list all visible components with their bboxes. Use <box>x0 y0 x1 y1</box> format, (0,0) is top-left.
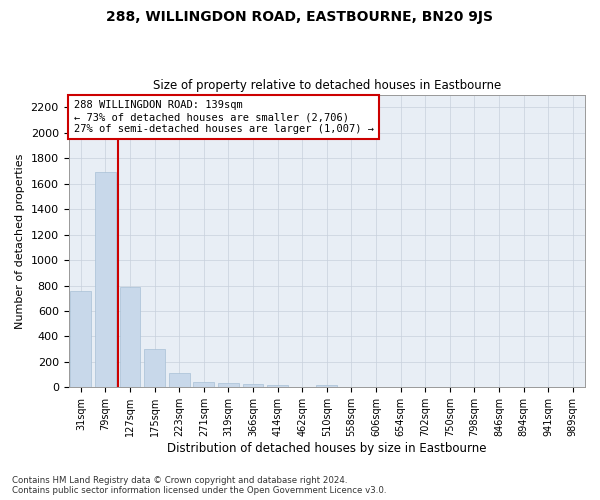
Bar <box>119 287 140 388</box>
Bar <box>169 374 190 388</box>
Bar <box>144 349 165 388</box>
Title: Size of property relative to detached houses in Eastbourne: Size of property relative to detached ho… <box>152 79 501 92</box>
Bar <box>316 385 337 388</box>
Y-axis label: Number of detached properties: Number of detached properties <box>15 154 25 328</box>
X-axis label: Distribution of detached houses by size in Eastbourne: Distribution of detached houses by size … <box>167 442 487 455</box>
Bar <box>218 384 239 388</box>
Text: 288 WILLINGDON ROAD: 139sqm
← 73% of detached houses are smaller (2,706)
27% of : 288 WILLINGDON ROAD: 139sqm ← 73% of det… <box>74 100 374 134</box>
Bar <box>267 385 288 388</box>
Bar <box>193 382 214 388</box>
Bar <box>95 172 116 388</box>
Text: Contains HM Land Registry data © Crown copyright and database right 2024.
Contai: Contains HM Land Registry data © Crown c… <box>12 476 386 495</box>
Bar <box>242 384 263 388</box>
Bar <box>70 290 91 388</box>
Text: 288, WILLINGDON ROAD, EASTBOURNE, BN20 9JS: 288, WILLINGDON ROAD, EASTBOURNE, BN20 9… <box>107 10 493 24</box>
